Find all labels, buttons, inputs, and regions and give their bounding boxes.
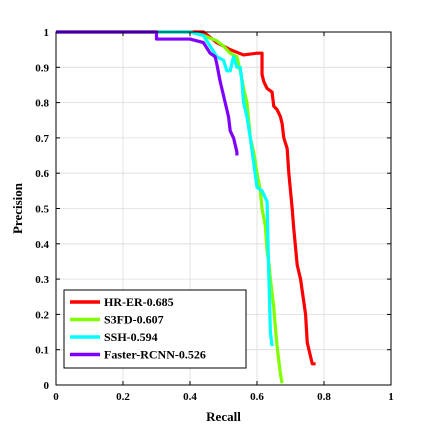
series-line-4 [56, 30, 239, 156]
y-tick-label: 0.2 [35, 309, 49, 321]
legend-label-1: HR-ER-0.685 [104, 295, 174, 309]
x-tick-label: 0.2 [116, 391, 130, 403]
x-tick-label: 0.8 [317, 391, 331, 403]
legend-label-2: S3FD-0.607 [104, 313, 164, 327]
legend-label-3: SSH-0.594 [104, 330, 158, 344]
legend-label-4: Faster-RCNN-0.526 [104, 348, 206, 362]
y-tick-label: 0.5 [35, 204, 49, 216]
legend: HR-ER-0.685 S3FD-0.607 SSH-0.594 Faster-RCN… [63, 289, 247, 369]
y-tick-label: 0.1 [35, 345, 49, 357]
x-tick-label: 0 [53, 391, 59, 403]
x-tick-label: 0.6 [250, 391, 264, 403]
ticks: 0 0.2 0.4 0.6 0.8 1 0 0.1 0.2 0.3 0.4 0.5 0.6 0.7 0.8 0… [35, 27, 394, 403]
y-tick-label: 0.3 [35, 274, 49, 286]
y-axis-label: Precision [10, 182, 25, 234]
y-tick-label: 0 [44, 380, 50, 392]
x-tick-label: 1 [388, 391, 394, 403]
x-tick-label: 0.4 [183, 391, 197, 403]
series-line-2 [56, 30, 284, 384]
y-tick-label: 0.6 [35, 168, 49, 180]
y-tick-label: 0.7 [35, 133, 49, 145]
y-tick-label: 0.8 [35, 98, 49, 110]
y-tick-label: 0.9 [35, 62, 49, 74]
series-layer [56, 30, 316, 384]
y-tick-label: 0.4 [35, 239, 49, 251]
series-line-3 [56, 30, 274, 347]
y-tick-label: 1 [44, 27, 50, 39]
series-line-1 [56, 30, 316, 366]
x-axis-label: Recall [206, 409, 241, 424]
